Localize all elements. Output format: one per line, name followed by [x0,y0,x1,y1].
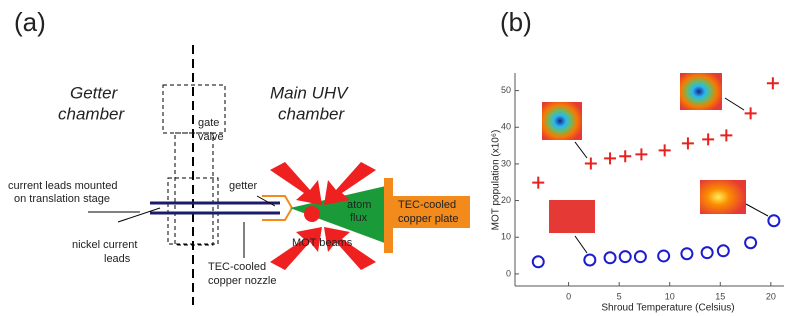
x-tick-label: 20 [766,291,776,301]
point [585,158,597,170]
label: chamber [278,104,345,123]
point [658,250,669,261]
point [681,248,692,259]
point [768,215,779,226]
panel-label: (a) [14,7,46,37]
y-tick-label: 10 [501,232,511,242]
point [604,152,616,164]
inset-image [542,102,582,140]
label: valve [198,131,224,143]
arrow [575,236,587,253]
label: nickel current [72,239,137,251]
y-tick-label: 0 [506,268,511,278]
y-tick-label: 50 [501,85,511,95]
point [702,247,713,258]
y-tick-label: 20 [501,195,511,205]
label: current leads mounted [8,180,117,192]
label: flux [350,212,368,224]
label: Getter [70,83,119,102]
arrow [746,204,768,216]
point [745,237,756,248]
mot-cloud [304,206,320,222]
label: copper plate [398,213,459,225]
arrow [575,142,587,158]
point [635,148,647,160]
x-tick-label: 5 [617,291,622,301]
page: (a) (b) Getter chamber Main UHV chamber … [0,0,785,316]
label: chamber [58,104,125,123]
arrow [725,98,744,110]
y-axis-label: MOT population (x10⁶) [491,130,502,231]
label: getter [229,180,257,192]
y-tick-label: 30 [501,158,511,168]
nozzle [262,196,292,220]
point [584,254,595,265]
point [635,251,646,262]
x-tick-label: 0 [566,291,571,301]
point [533,256,544,267]
label: gate [198,117,219,129]
point [745,107,757,119]
plate [384,178,393,253]
figure: (a) (b) Getter chamber Main UHV chamber … [0,0,785,316]
inset-image [680,73,722,110]
label: MOT beams [292,237,353,249]
y-tick-label: 40 [501,122,511,132]
point [605,252,616,263]
point [720,129,732,141]
label: TEC-cooled [208,261,266,273]
point [767,77,779,89]
label: on translation stage [14,193,110,205]
panel-label: (b) [500,7,532,37]
point [718,245,729,256]
label: leads [104,253,131,265]
label: atom [347,199,371,211]
point [659,144,671,156]
point [702,133,714,145]
x-tick-label: 15 [715,291,725,301]
inset-image [549,200,595,233]
label: copper nozzle [208,275,277,287]
label: TEC-cooled [398,199,456,211]
point [532,177,544,189]
point [620,251,631,262]
insets [542,73,768,253]
point [619,150,631,162]
x-tick-label: 10 [665,291,675,301]
x-axis-label: Shroud Temperature (Celsius) [601,303,734,314]
inset-image [700,180,746,214]
label: Main UHV [270,83,349,102]
arrow [118,208,160,222]
point [682,137,694,149]
